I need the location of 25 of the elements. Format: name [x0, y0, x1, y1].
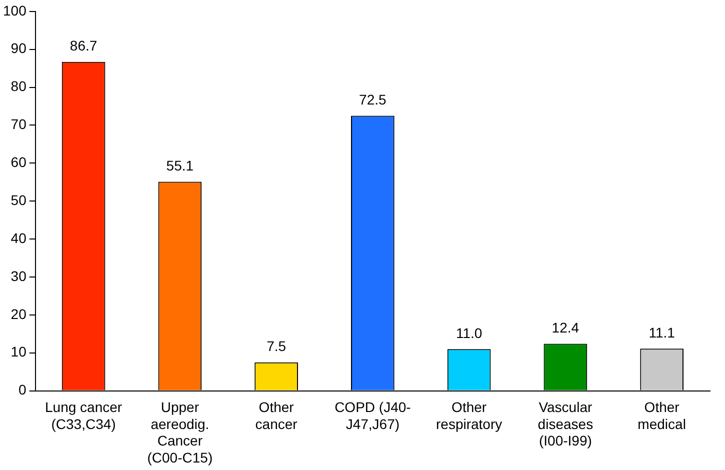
y-tick-label: 0 [18, 382, 27, 398]
x-tick-label: Upper aereodig. Cancer (C00-C15) [147, 399, 213, 466]
y-tick-label: 70 [10, 116, 27, 132]
data-label: 7.5 [266, 338, 286, 354]
x-tick-label: Other respiratory [436, 399, 502, 432]
data-label: 11.1 [648, 324, 676, 341]
y-tick-label: 50 [10, 192, 27, 208]
x-tick-label: Other cancer [255, 399, 298, 432]
y-tick-label: 80 [10, 78, 27, 94]
data-label: 12.4 [552, 320, 580, 336]
y-tick-label: 90 [10, 40, 27, 56]
x-tick-label: Lung cancer (C33,C34) [45, 399, 122, 432]
x-tick-label: COPD (J40- J47,J67) [334, 399, 412, 432]
y-tick-label: 30 [10, 268, 27, 284]
y-tick-label: 100 [3, 2, 27, 18]
y-tick-label: 60 [10, 154, 27, 170]
x-tick-label: Other medical [638, 399, 686, 432]
y-tick-label: 20 [10, 306, 27, 322]
x-tick-label: Vascular diseases (I00-I99) [538, 399, 594, 449]
data-label: 11.0 [456, 324, 482, 341]
data-label: 86.7 [70, 38, 98, 54]
y-tick-label: 10 [10, 344, 27, 360]
data-label: 55.1 [166, 158, 194, 174]
data-label: 72.5 [359, 92, 387, 108]
y-tick-label: 40 [10, 230, 27, 246]
